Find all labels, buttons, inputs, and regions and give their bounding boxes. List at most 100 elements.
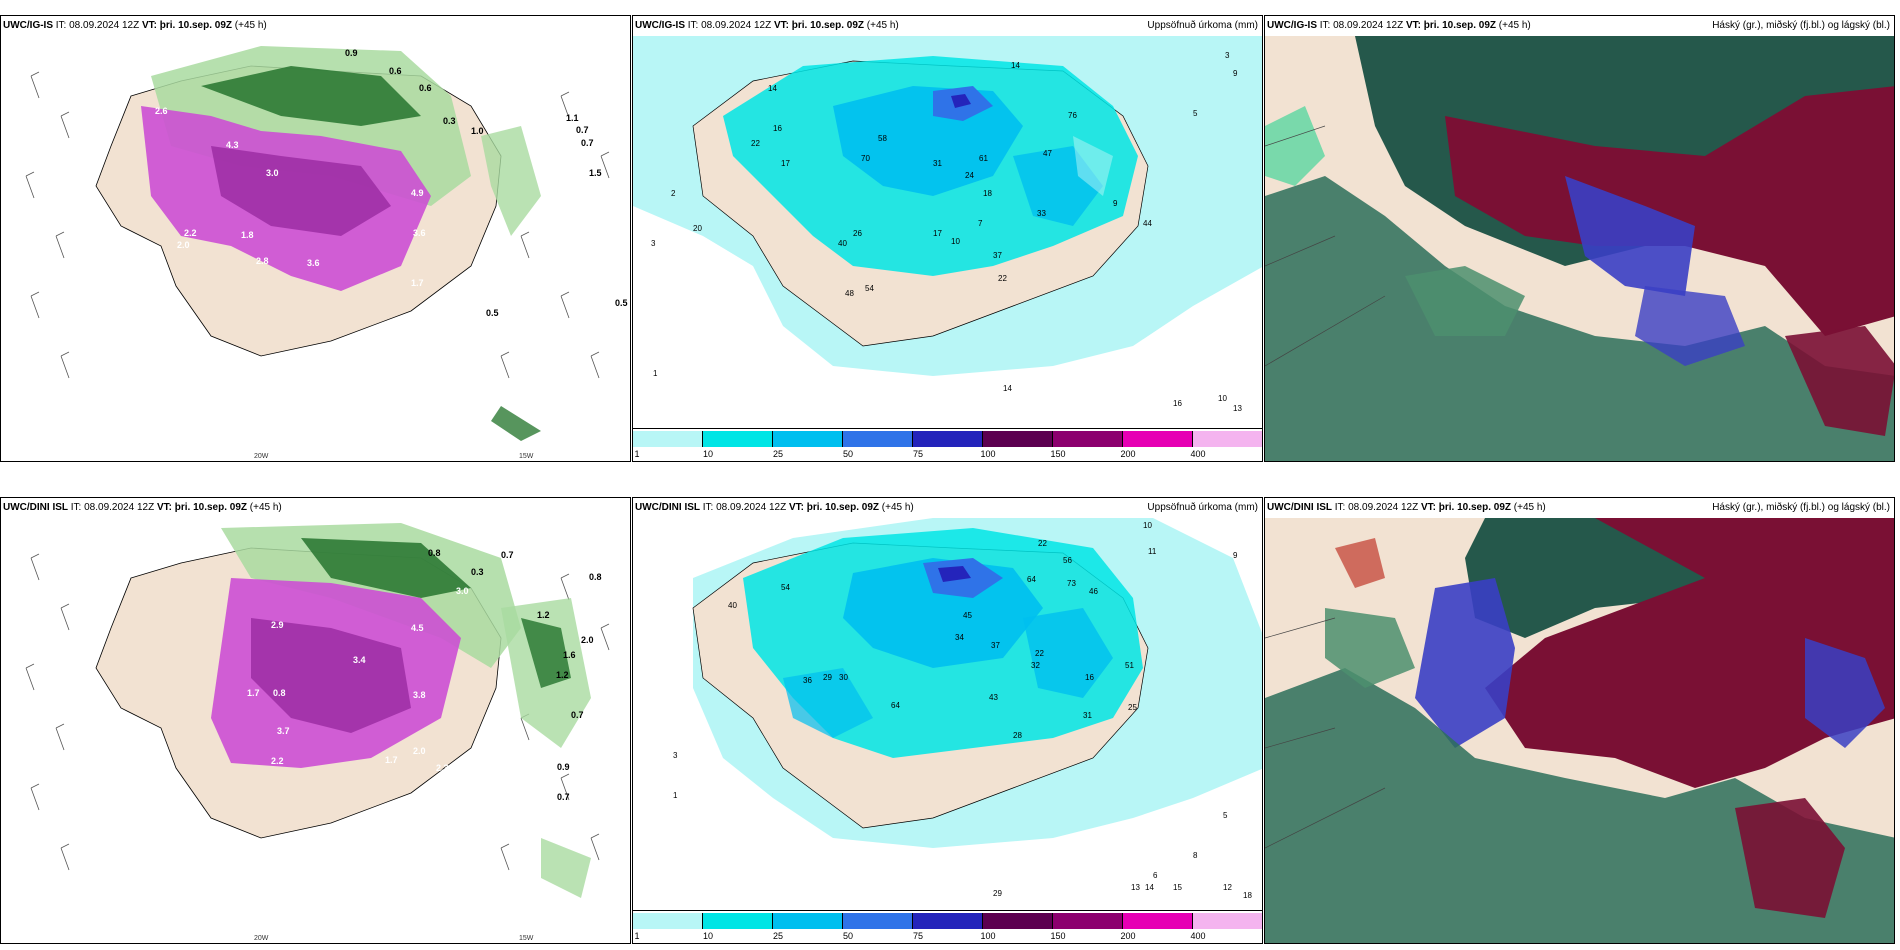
value-label: 1 xyxy=(653,369,658,378)
panel-title: Háský (gr.), miðský (fj.bl.) og lágský (… xyxy=(1712,502,1890,513)
value-label: 31 xyxy=(933,159,942,168)
value-label: 6 xyxy=(1153,871,1158,880)
panel-ig-is-clouds: UWC/IG-IS IT: 08.09.2024 12Z VT: þri. 10… xyxy=(1264,15,1895,462)
value-label: 22 xyxy=(751,139,760,148)
value-label: 28 xyxy=(1013,731,1022,740)
wind-precip-map: 0.8 0.3 0.7 0.8 1.2 2.0 1.6 1.2 0.9 0.7 … xyxy=(25,523,610,942)
value-label: 13 xyxy=(1131,883,1140,892)
value-label: 33 xyxy=(1037,209,1046,218)
value-label: 1.0 xyxy=(471,126,484,136)
wind-precip-map: 0.9 0.6 0.6 0.5 1.1 0.7 0.7 1.5 0.3 1.0 … xyxy=(25,46,628,460)
colorbar-tick: 1 xyxy=(634,931,640,941)
value-label: 2.2 xyxy=(184,228,197,238)
value-label: 26 xyxy=(853,229,862,238)
value-label: 14 xyxy=(1003,384,1012,393)
value-label: 29 xyxy=(823,673,832,682)
panel-ig-is-wind: UWC/IG-IS IT: 08.09.2024 12Z VT: þri. 10… xyxy=(0,15,631,462)
value-label: 3.7 xyxy=(471,278,484,288)
value-label: 0.8 xyxy=(273,688,286,698)
value-label: 4.9 xyxy=(411,188,424,198)
value-label: 22 xyxy=(998,274,1007,283)
value-label: 37 xyxy=(991,641,1000,650)
colorbar-cell xyxy=(983,913,1053,929)
value-label: 12 xyxy=(1223,883,1232,892)
lon-label: 15W xyxy=(519,935,534,942)
panel-header: UWC/IG-IS IT: 08.09.2024 12Z VT: þri. 10… xyxy=(633,16,1262,36)
value-label: 17 xyxy=(933,229,942,238)
value-label: 3.4 xyxy=(353,655,366,665)
colorbar-cell xyxy=(703,913,773,929)
value-label: 16 xyxy=(1173,399,1182,408)
value-label: 4.3 xyxy=(226,140,239,150)
value-label: 0.3 xyxy=(471,567,484,577)
colorbar-cell xyxy=(633,913,703,929)
colorbar-tick: 100 xyxy=(980,449,996,459)
value-label: 22 xyxy=(1038,539,1047,548)
panel-dini-clouds: UWC/DINI ISL IT: 08.09.2024 12Z VT: þri.… xyxy=(1264,497,1895,944)
value-label: 0.8 xyxy=(428,548,441,558)
value-label: 17 xyxy=(781,159,790,168)
value-label: 54 xyxy=(865,284,874,293)
value-label: 44 xyxy=(1143,219,1152,228)
colorbar-cell xyxy=(843,913,913,929)
value-label: 7 xyxy=(978,219,983,228)
colorbar-cell xyxy=(703,431,773,447)
colorbar-tick: 200 xyxy=(1120,931,1136,941)
panel-title: Háský (gr.), miðský (fj.bl.) og lágský (… xyxy=(1712,20,1890,31)
colorbar-tick: 400 xyxy=(1190,449,1206,459)
value-label: 20 xyxy=(693,224,702,233)
value-label: 46 xyxy=(1089,587,1098,596)
value-label: 0.7 xyxy=(576,125,589,135)
value-label: 9 xyxy=(1233,69,1238,78)
value-label: 16 xyxy=(1085,673,1094,682)
value-label: 2.0 xyxy=(413,746,426,756)
value-label: 0.5 xyxy=(615,298,628,308)
value-label: 8 xyxy=(1193,851,1198,860)
colorbar-tick: 1 xyxy=(634,449,640,459)
value-label: 3.7 xyxy=(277,726,290,736)
value-label: 76 xyxy=(1068,111,1077,120)
value-label: 0.6 xyxy=(389,66,402,76)
value-label: 43 xyxy=(989,693,998,702)
value-label: 0.7 xyxy=(581,138,594,148)
value-label: 4.5 xyxy=(411,623,424,633)
panel-header: UWC/IG-IS IT: 08.09.2024 12Z VT: þri. 10… xyxy=(1,16,630,36)
value-label: 64 xyxy=(1027,575,1036,584)
value-label: 2.8 xyxy=(256,256,269,266)
value-label: 2.6 xyxy=(155,106,168,116)
value-label: 73 xyxy=(1067,579,1076,588)
colorbar-tick: 400 xyxy=(1190,931,1206,941)
colorbar-cell xyxy=(1193,913,1262,929)
colorbar-tick: 10 xyxy=(702,931,714,941)
colorbar-cell xyxy=(983,431,1053,447)
value-label: 1.7 xyxy=(385,755,398,765)
value-label: 1.6 xyxy=(563,650,576,660)
value-label: 3.6 xyxy=(307,258,320,268)
colorbar-tick: 10 xyxy=(702,449,714,459)
value-label: 0.7 xyxy=(571,710,584,720)
value-label: 1.1 xyxy=(566,113,579,123)
colorbar-cell xyxy=(1053,913,1123,929)
value-label: 40 xyxy=(728,601,737,610)
value-label: 1.0 xyxy=(146,258,159,268)
panel-dini-precip: UWC/DINI ISL IT: 08.09.2024 12Z VT: þri.… xyxy=(632,497,1263,944)
colorbar-tick: 25 xyxy=(772,449,784,459)
value-label: 2.2 xyxy=(271,756,284,766)
value-label: 1 xyxy=(673,791,678,800)
value-label: 48 xyxy=(845,289,854,298)
value-label: 2.0 xyxy=(177,240,190,250)
value-label: 1.2 xyxy=(556,670,569,680)
panel-title: Uppsöfnuð úrkoma (mm) xyxy=(1147,502,1258,513)
value-label: 24 xyxy=(965,171,974,180)
panel-header: UWC/DINI ISL IT: 08.09.2024 12Z VT: þri.… xyxy=(1265,498,1894,518)
colorbar: 1 10 25 50 75 100 150 200 400 xyxy=(633,910,1262,943)
lon-label: 15W xyxy=(519,453,534,460)
value-label: 3.0 xyxy=(266,168,279,178)
colorbar-tick: 25 xyxy=(772,931,784,941)
precip-map: 14 16 22 17 2 3 14 58 70 31 24 61 47 76 … xyxy=(633,36,1262,431)
panel-ig-is-precip: UWC/IG-IS IT: 08.09.2024 12Z VT: þri. 10… xyxy=(632,15,1263,462)
colorbar-cell xyxy=(1123,431,1193,447)
value-label: 2.9 xyxy=(271,620,284,630)
colorbar-cell xyxy=(1193,431,1262,447)
value-label: 40 xyxy=(838,239,847,248)
